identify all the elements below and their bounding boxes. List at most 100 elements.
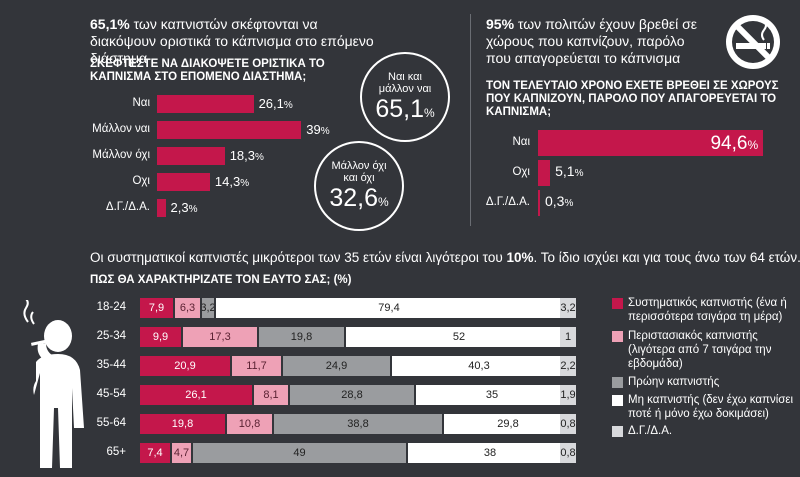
left-headline-text: των καπνιστών σκέφτονται να διακόψουν ορ… bbox=[90, 16, 374, 66]
bottom-headline: Οι συστηματικοί καπνιστές μικρότεροι των… bbox=[90, 250, 800, 265]
bottom-question: ΠΩΣ ΘΑ ΧΑΡΑΚΤΗΡΙΖΑΤΕ ΤΟΝ ΕΑΥΤΟ ΣΑΣ; (%) bbox=[90, 274, 352, 286]
circle-yes-label: Ναι και μάλλον ναι bbox=[378, 71, 432, 95]
legend-item: Μη καπνιστής (δεν έχω καπνίσει ποτέ ή μό… bbox=[612, 393, 798, 421]
legend-label: Πρώην καπνιστής bbox=[628, 376, 720, 388]
stacked-segment: 3,2 bbox=[202, 298, 216, 318]
row-label: 25-34 bbox=[96, 330, 126, 342]
bar-value: 18,3% bbox=[229, 148, 264, 163]
stacked-segment: 19,8 bbox=[259, 327, 346, 347]
row-label: 55-64 bbox=[96, 417, 126, 429]
stacked-segment: 28,8 bbox=[290, 385, 416, 405]
stacked-segment: 10,8 bbox=[227, 414, 274, 434]
legend-item: Συστηματικός καπνιστής (ένα ή περισσότερ… bbox=[612, 296, 798, 324]
stacked-segment: 1 bbox=[560, 327, 578, 347]
circle-yes-value: 65,1% bbox=[375, 95, 435, 123]
bar-label: Οχι bbox=[132, 175, 150, 187]
stacked-segment: 20,9 bbox=[140, 356, 232, 376]
stacked-row: 26,1 8,1 28,8 35 1,9 bbox=[140, 385, 578, 405]
stacked-segment: 7,9 bbox=[140, 298, 175, 318]
stacked-segment: 2,2 bbox=[560, 356, 578, 376]
legend-label: Δ.Γ./Δ.Α. bbox=[628, 425, 673, 437]
legend-label: Μη καπνιστής (δεν έχω καπνίσει ποτέ ή μό… bbox=[628, 394, 794, 420]
bar-label: Οχι bbox=[512, 166, 530, 178]
legend-swatch bbox=[612, 298, 623, 309]
stacked-segment: 7,4 bbox=[140, 443, 172, 463]
left-headline-bold: 65,1% bbox=[90, 16, 130, 32]
bar bbox=[538, 130, 764, 156]
bar-label: Ναι bbox=[512, 136, 530, 148]
stacked-segment: 9,9 bbox=[140, 327, 183, 347]
row-label: 45-54 bbox=[96, 388, 126, 400]
legend-swatch bbox=[612, 426, 623, 437]
bar bbox=[157, 121, 302, 139]
right-headline-text: των πολιτών έχουν βρεθεί σε χώρους που κ… bbox=[486, 16, 698, 66]
right-bar-chart: Ναι 94,6% Οχι 5,1% Δ.Γ./Δ.Α. 0,3% bbox=[470, 0, 800, 230]
legend-label: Περιστασιακός καπνιστής (λιγότερα από 7 … bbox=[628, 330, 772, 370]
bar-value: 26,1% bbox=[258, 96, 293, 111]
bar-value: 0,3% bbox=[545, 193, 574, 209]
bar-value: 94,6% bbox=[710, 133, 759, 154]
row-label: 18-24 bbox=[96, 301, 126, 313]
stacked-segment: 3,2 bbox=[560, 298, 578, 318]
stacked-row: 20,9 11,7 24,9 40,3 2,2 bbox=[140, 356, 578, 376]
stacked-row: 7,96,33,279,43,2 bbox=[140, 298, 578, 318]
bar bbox=[157, 199, 166, 217]
bar-label: Μάλλον ναι bbox=[92, 123, 150, 135]
left-question: ΣΚΕΦΤΕΣΤΕ ΝΑ ΔΙΑΚΟΨΕΤΕ ΟΡΙΣΤΙΚΑ ΤΟ ΚΑΠΝΙ… bbox=[90, 58, 325, 83]
legend-swatch bbox=[612, 331, 623, 342]
legend-swatch bbox=[612, 377, 623, 388]
stacked-row: 19,8 10,8 38,8 29,8 0,8 bbox=[140, 414, 578, 434]
stacked-segment: 49 bbox=[193, 443, 408, 463]
stacked-segment: 38 bbox=[408, 443, 574, 463]
bar-label: Δ.Γ./Δ.Α. bbox=[485, 196, 530, 208]
legend-swatch bbox=[612, 395, 623, 406]
row-label: 65+ bbox=[106, 446, 126, 458]
bar-label: Ναι bbox=[132, 97, 150, 109]
legend-item: Πρώην καπνιστής bbox=[612, 375, 798, 389]
stacked-segment: 8,1 bbox=[254, 385, 290, 405]
stacked-segment: 4,7 bbox=[172, 443, 193, 463]
stacked-segment: 40,3 bbox=[392, 356, 568, 376]
stacked-segment: 1,9 bbox=[560, 385, 578, 405]
no-smoking-icon bbox=[723, 12, 783, 72]
right-headline: 95% των πολιτών έχουν βρεθεί σε χώρους π… bbox=[486, 16, 711, 67]
right-question: ΤΟΝ ΤΕΛΕΥΤΑΙΟ ΧΡΟΝΟ ΕΧΕΤΕ ΒΡΕΘΕΙ ΣΕ ΧΩΡΟ… bbox=[486, 80, 779, 118]
left-bar-chart: Ναι 26,1% Μάλλον ναι 39% Μάλλον όχι 18,3% Οχι 1… bbox=[0, 0, 470, 230]
stacked-segment: 19,8 bbox=[140, 414, 227, 434]
bar-value: 5,1% bbox=[555, 163, 584, 179]
legend-item: Δ.Γ./Δ.Α. bbox=[612, 424, 798, 438]
bar-value: 2,3% bbox=[170, 200, 198, 215]
stacked-chart-legend: Συστηματικός καπνιστής (ένα ή περισσότερ… bbox=[612, 296, 798, 466]
stacked-segment: 38,8 bbox=[274, 414, 444, 434]
stacked-segment: 0,8 bbox=[560, 414, 578, 434]
legend-label: Συστηματικός καπνιστής (ένα ή περισσότερ… bbox=[628, 297, 787, 323]
bar-label: Μάλλον όχι bbox=[92, 149, 150, 161]
stacked-segment: 24,9 bbox=[283, 356, 392, 376]
stacked-segment: 29,8 bbox=[444, 414, 574, 434]
stacked-segment: 17,3 bbox=[183, 327, 259, 347]
circle-no-label: Μάλλον όχι και όχι bbox=[331, 160, 387, 184]
stacked-segment: 11,7 bbox=[232, 356, 283, 376]
legend-item: Περιστασιακός καπνιστής (λιγότερα από 7 … bbox=[612, 329, 798, 371]
right-headline-bold: 95% bbox=[486, 16, 515, 32]
bar-label: Δ.Γ./Δ.Α. bbox=[105, 201, 150, 213]
stacked-segment: 35 bbox=[416, 385, 570, 405]
smoker-silhouette-icon bbox=[14, 297, 84, 470]
stacked-segment: 6,3 bbox=[175, 298, 202, 318]
bar bbox=[538, 190, 540, 216]
circle-yes-total: Ναι και μάλλον ναι 65,1% bbox=[360, 52, 450, 142]
row-label: 35-44 bbox=[96, 359, 126, 371]
bar-value: 14,3% bbox=[214, 174, 250, 189]
left-headline: 65,1% των καπνιστών σκέφτονται να διακόψ… bbox=[90, 16, 380, 67]
circle-no-total: Μάλλον όχι και όχι 32,6% bbox=[314, 141, 404, 231]
stacked-bar-chart: 18-247,96,33,279,43,225-349,917,319,8521… bbox=[0, 290, 600, 470]
stacked-row: 9,9 17,3 19,8 52 1 bbox=[140, 327, 578, 347]
bar bbox=[538, 160, 551, 186]
stacked-segment: 0,8 bbox=[560, 443, 578, 463]
bar-value: 39% bbox=[306, 122, 330, 137]
bar bbox=[157, 95, 254, 113]
circle-no-value: 32,6% bbox=[329, 184, 389, 212]
panel-divider bbox=[470, 14, 471, 226]
stacked-segment: 79,4 bbox=[216, 298, 564, 318]
bar bbox=[157, 173, 210, 191]
